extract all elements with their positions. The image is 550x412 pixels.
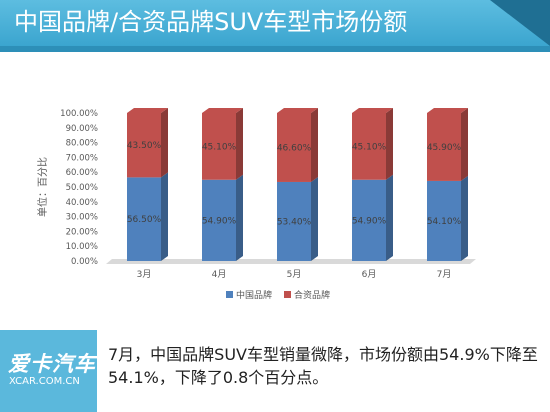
bar-segment-side	[461, 175, 468, 261]
x-tick-label: 3月	[137, 269, 152, 280]
x-tick-label: 7月	[437, 269, 452, 280]
data-label: 54.90%	[352, 216, 387, 226]
bar-segment-side	[161, 172, 168, 261]
chart-area: 0.00% 10.00% 20.00% 30.00% 40.00% 50.00% 60.00…	[0, 52, 550, 330]
bar-segment	[427, 180, 461, 261]
data-label: 45.10%	[202, 142, 237, 152]
logo-subtext: XCAR.COM.CN	[9, 376, 80, 387]
bar-segment	[127, 177, 161, 261]
bar-top	[202, 108, 243, 113]
x-tick-label: 5月	[287, 269, 302, 280]
bar-segment-side	[386, 108, 393, 180]
y-tick-label: 50.00%	[66, 183, 98, 193]
bar-segment	[277, 181, 311, 261]
legend-label: 合资品牌	[294, 289, 330, 301]
bar-segment	[277, 113, 311, 182]
bar-top	[277, 108, 318, 113]
header-stripe	[0, 46, 550, 52]
y-tick-label: 0.00%	[71, 257, 98, 267]
data-label: 45.10%	[352, 142, 387, 152]
header-bar: 中国品牌/合资品牌SUV车型市场份额	[0, 0, 550, 46]
bar-segment	[127, 113, 161, 178]
y-tick-label: 60.00%	[66, 168, 98, 178]
bar-segment-side	[386, 174, 393, 261]
bar-segment	[352, 179, 386, 261]
bar-top	[427, 108, 468, 113]
x-tick-label: 6月	[362, 269, 377, 280]
y-tick-label: 40.00%	[66, 198, 98, 208]
page-title: 中国品牌/合资品牌SUV车型市场份额	[14, 8, 408, 36]
data-label: 56.50%	[127, 215, 162, 225]
bar-segment-side	[311, 176, 318, 261]
data-label: 54.10%	[427, 217, 462, 227]
bar-segment	[202, 113, 236, 180]
data-label: 45.90%	[427, 143, 462, 153]
bar-segment-side	[236, 108, 243, 180]
data-label: 43.50%	[127, 141, 162, 151]
bar-top	[127, 108, 168, 113]
y-tick-label: 100.00%	[60, 109, 98, 119]
bar-segment-side	[311, 108, 318, 182]
y-tick-label: 10.00%	[66, 242, 98, 252]
y-tick-label: 90.00%	[66, 124, 98, 134]
y-tick-label: 70.00%	[66, 153, 98, 163]
xcar-logo[interactable]: 爱卡汽车 XCAR.COM.CN	[0, 330, 97, 412]
logo-text: 爱卡汽车	[8, 352, 96, 376]
data-label: 53.40%	[277, 217, 312, 227]
stacked-bar-chart: 0.00% 10.00% 20.00% 30.00% 40.00% 50.00% 60.00…	[36, 108, 476, 301]
y-tick-label: 20.00%	[66, 227, 98, 237]
legend-swatch	[226, 291, 233, 298]
bar-segment-side	[461, 108, 468, 181]
bar-top	[352, 108, 393, 113]
data-label: 54.90%	[202, 216, 237, 226]
legend-label: 中国品牌	[236, 289, 272, 301]
bar-segment	[202, 179, 236, 261]
bar-segment-side	[236, 174, 243, 261]
bar-segment	[427, 113, 461, 181]
bar-segment	[352, 113, 386, 180]
x-tick-label: 4月	[212, 269, 227, 280]
legend-swatch	[284, 291, 291, 298]
data-label: 46.60%	[277, 143, 312, 153]
header-corner-decoration	[490, 0, 550, 46]
footer-description: 7月，中国品牌SUV车型销量微降，市场份额由54.9%下降至54.1%，下降了0…	[108, 345, 538, 387]
y-tick-label: 30.00%	[66, 213, 98, 223]
y-tick-label: 80.00%	[66, 139, 98, 149]
bar-segment-side	[161, 108, 168, 178]
footer: 爱卡汽车 XCAR.COM.CN 7月，中国品牌SUV车型销量微降，市场份额由5…	[0, 330, 550, 412]
y-axis-label: 单位：百分比	[36, 157, 49, 217]
